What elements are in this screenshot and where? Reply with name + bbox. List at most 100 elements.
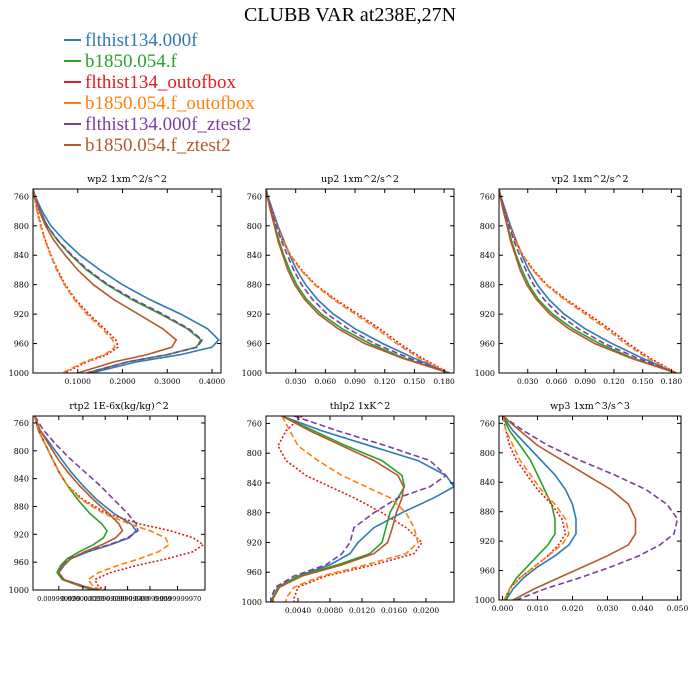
y-tick-label: 840 (14, 251, 29, 260)
y-tick-label: 1000 (475, 596, 495, 605)
y-tick-label: 960 (14, 558, 29, 567)
panel-3: vp2 1xm^2/s^2 760 800 840 880 920 960 1000 0.030… (475, 174, 683, 386)
x-tick-label: 0.050 (667, 604, 689, 613)
legend-swatch (64, 143, 81, 146)
x-tick-label: 0.180 (661, 377, 683, 386)
x-tick-label: 0.020 (562, 604, 584, 613)
panel-title: up2 1xm^2/s^2 (321, 174, 399, 185)
x-tick-label: 0.180 (433, 377, 455, 386)
series-group (266, 189, 450, 373)
series-line (281, 416, 419, 602)
series-line (33, 189, 178, 373)
series-group (33, 189, 220, 373)
y-tick-label: 880 (14, 281, 29, 290)
panel-1: wp2 1xm^2/s^2 760 800 840 880 920 960 1000 0.100… (9, 174, 226, 386)
figure-title: CLUBB VAR at238E,27N (243, 4, 457, 26)
series-line (501, 416, 637, 600)
series-line (499, 189, 677, 373)
panel-6: wp3 1xm^3/s^3 760 800 840 880 920 960 10000.000… (475, 401, 689, 613)
x-tick-label: 0.2000 (109, 377, 135, 386)
x-tick-label: 0.030 (285, 377, 307, 386)
y-tick-label: 960 (14, 340, 29, 349)
series-line (501, 416, 556, 600)
x-tick-label: 0.0040 (285, 606, 311, 615)
legend-swatch (64, 80, 81, 83)
x-tick-label: 0.0080 (317, 606, 343, 615)
x-tick-label: 0.010 (527, 604, 549, 613)
y-tick-label: 920 (480, 310, 495, 319)
x-tick-label: 0.120 (603, 377, 625, 386)
x-tick-label: 0.020000000 (61, 595, 104, 603)
x-tick-label: 0.049999999 (128, 595, 171, 603)
series-line (271, 416, 454, 602)
y-tick-label: 1000 (9, 369, 29, 378)
y-tick-label: 760 (480, 192, 495, 201)
legend-label: b1850.054.f_ztest2 (85, 135, 231, 156)
x-tick-label: 0.060 (315, 377, 337, 386)
y-tick-label: 880 (247, 281, 262, 290)
y-tick-label: 800 (247, 222, 262, 231)
y-tick-label: 880 (14, 502, 29, 511)
y-tick-label: 920 (14, 310, 29, 319)
x-tick-label: 0.0599999970 (154, 595, 202, 603)
series-line (33, 416, 205, 590)
legend-item: flthist134.000f (64, 30, 255, 51)
series-line (501, 416, 567, 600)
legend-label: b1850.054.f (85, 51, 177, 72)
series-line (33, 416, 170, 590)
series-line (33, 189, 116, 373)
series-line (33, 189, 220, 373)
panel-title: wp3 1xm^3/s^3 (550, 401, 630, 412)
legend-item: flthist134_outofbox (64, 72, 255, 93)
x-tick-label: 0.060 (546, 377, 568, 386)
x-tick-label: 0.0120 (349, 606, 375, 615)
y-tick-label: 840 (480, 251, 495, 260)
y-tick-label: 800 (14, 447, 29, 456)
plot-frame (265, 415, 455, 603)
y-tick-label: 960 (247, 340, 262, 349)
x-tick-label: 0.090 (574, 377, 596, 386)
plot-frame (498, 415, 682, 601)
x-tick-label: 0.0160 (381, 606, 407, 615)
x-tick-label: 0.030 (597, 604, 619, 613)
y-tick-label: 920 (247, 538, 262, 547)
series-group (270, 416, 454, 602)
x-tick-label: 0.040 (632, 604, 654, 613)
x-tick-label: 0.150 (404, 377, 426, 386)
series-line (266, 189, 450, 373)
legend-label: flthist134.000f (85, 30, 198, 51)
legend-item: b1850.054.f (64, 51, 255, 72)
legend-item: b1850.054.f_ztest2 (64, 135, 255, 156)
y-tick-label: 760 (247, 419, 262, 428)
y-tick-label: 800 (480, 449, 495, 458)
y-tick-label: 800 (480, 222, 495, 231)
y-tick-label: 880 (480, 281, 495, 290)
plot-frame (498, 188, 682, 374)
panel-4: rtp2 1E-6x(kg/kg)^2 760 800 840 880 920 960 100… (9, 401, 206, 603)
y-tick-label: 960 (247, 568, 262, 577)
series-line (266, 189, 450, 373)
plot-frame (32, 415, 206, 591)
y-tick-label: 960 (480, 567, 495, 576)
series-group (501, 416, 679, 600)
legend-item: flthist134.000f_ztest2 (64, 114, 255, 135)
series-line (499, 189, 677, 373)
y-tick-label: 880 (480, 508, 495, 517)
x-tick-label: 0.009999999 (37, 595, 80, 603)
series-line (272, 416, 405, 602)
series-line (501, 416, 577, 600)
x-tick-label: 0.000 (492, 604, 514, 613)
y-tick-label: 840 (247, 479, 262, 488)
legend-label: flthist134.000f_ztest2 (85, 114, 252, 135)
series-line (277, 416, 424, 602)
legend-item: b1850.054.f_outofbox (64, 93, 255, 114)
y-tick-label: 840 (247, 251, 262, 260)
x-tick-label: 0.120 (374, 377, 396, 386)
series-group (33, 416, 205, 590)
plot-frame (265, 188, 455, 374)
panel-title: vp2 1xm^2/s^2 (550, 174, 628, 185)
x-tick-label: 0.1000 (65, 377, 91, 386)
y-tick-label: 920 (14, 530, 29, 539)
legend: flthist134.000f b1850.054.f flthist134_out… (64, 30, 255, 156)
